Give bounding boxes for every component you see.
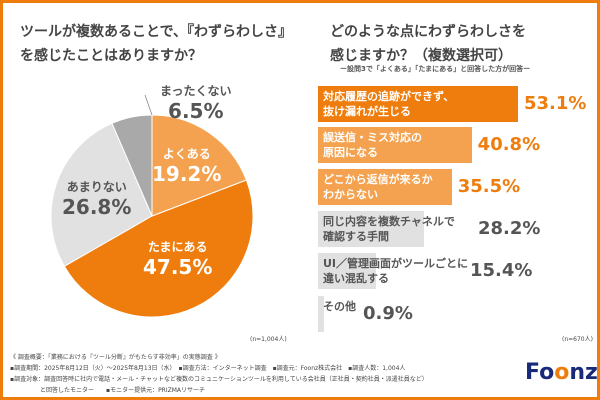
bar-label-line: どこから返信が来るか: [323, 173, 433, 186]
slice-value: 26.8%: [62, 195, 132, 219]
left-n-label: (n=1,004人): [250, 336, 287, 343]
survey-footer: 《 調査概要：「業務における『ツール分断』がもたらす非効率」の実態調査 》 ▪調…: [10, 352, 428, 396]
left-question-title: ツールが複数あることで、『わずらわしさ』 を感じたことはありますか？: [20, 20, 292, 68]
pie-label-1: たまにある 47.5%: [143, 238, 212, 279]
leader-line: [144, 94, 153, 116]
logo-text: Fo: [525, 360, 555, 385]
foonz-logo: Foonz: [525, 360, 598, 385]
footer-line: と回答したモニター ▪モニター提供元：PRIZMAリサーチ: [10, 387, 206, 394]
logo-text: nz: [569, 360, 598, 385]
bar-label-line: 対応履歴の追跡ができず、: [323, 90, 455, 103]
slice-value: 6.5%: [168, 99, 224, 123]
bar-2: [318, 169, 452, 205]
title-line: どのような点にわずらわしさを: [330, 24, 526, 40]
bar-label-line: その他: [323, 300, 356, 313]
bar-value-2: 35.5%: [457, 176, 521, 197]
slice-name: よくある: [162, 147, 211, 161]
slice-value: 19.2%: [152, 162, 222, 186]
slice-value: 47.5%: [143, 255, 213, 279]
footer-line: ▪調査期間：2025年8月12日（火）～2025年8月13日（水） ▪調査方法：…: [10, 365, 406, 372]
bar-label-line: 違い混乱する: [323, 272, 389, 285]
bar-label-2: どこから返信が来るか わからない: [323, 172, 433, 202]
bar-label-5: その他: [323, 299, 356, 314]
bar-label-line: 原因になる: [323, 146, 378, 159]
footer-line: 《 調査概要：「業務における『ツール分断』がもたらす非効率」の実態調査 》: [10, 354, 221, 361]
bar-label-line: 誤送信・ミス対応の: [323, 131, 422, 144]
title-line: を感じたことはありますか？: [20, 48, 202, 64]
pie-label-0: よくある 19.2%: [152, 145, 221, 186]
pie-slice-2: [50, 122, 153, 267]
slice-name: たまにある: [147, 240, 208, 254]
pie-slice-0: [151, 114, 248, 217]
right-question-title: どのような点にわずらわしさを 感じますか？（複数選択可）: [330, 20, 526, 68]
pie-slice-1: [63, 179, 254, 318]
pie-label-3: まったくない 6.5%: [160, 82, 232, 123]
bar-0: [318, 86, 518, 122]
bar-4: [318, 253, 376, 289]
bar-3: [318, 211, 425, 247]
right-n-label: (n=670人): [562, 336, 593, 343]
right-subtitle: ー設問3で「よくある」「たまにある」と回答した方が回答ー: [340, 65, 531, 73]
slice-name: まったくない: [160, 84, 232, 98]
title-line: 感じますか？（複数選択可）: [330, 48, 512, 64]
logo-text: o: [554, 360, 570, 385]
bar-1: [318, 127, 472, 163]
title-line: ツールが複数あることで、『わずらわしさ』: [20, 24, 293, 40]
bar-label-line: UI／管理画面がツールごとに: [323, 257, 469, 270]
slice-name: あまりない: [66, 180, 127, 194]
bar-value-5: 0.9%: [363, 303, 413, 324]
bar-label-3: 同じ内容を複数チャネルで 確認する手間: [323, 214, 455, 244]
bar-5: [318, 296, 324, 332]
bar-label-4: UI／管理画面がツールごとに 違い混乱する: [323, 256, 468, 286]
bar-label-0: 対応履歴の追跡ができず、 抜け漏れが生じる: [323, 89, 454, 119]
bar-label-line: 確認する手間: [323, 230, 389, 243]
bar-value-4: 15.4%: [470, 260, 533, 281]
pie-label-2: あまりない 26.8%: [62, 178, 131, 219]
bar-value-3: 28.2%: [478, 218, 541, 239]
bar-value-1: 40.8%: [477, 134, 541, 155]
bar-label-1: 誤送信・ミス対応の 原因になる: [323, 130, 422, 160]
bar-label-line: わからない: [323, 188, 378, 201]
bar-value-0: 53.1%: [524, 93, 587, 114]
footer-line: ▪調査対象：調査回答時に社内で電話・メール・チャットなど複数のコミュニケーション…: [10, 376, 428, 383]
bar-label-line: 同じ内容を複数チャネルで: [323, 215, 455, 228]
bar-label-line: 抜け漏れが生じる: [323, 105, 411, 118]
